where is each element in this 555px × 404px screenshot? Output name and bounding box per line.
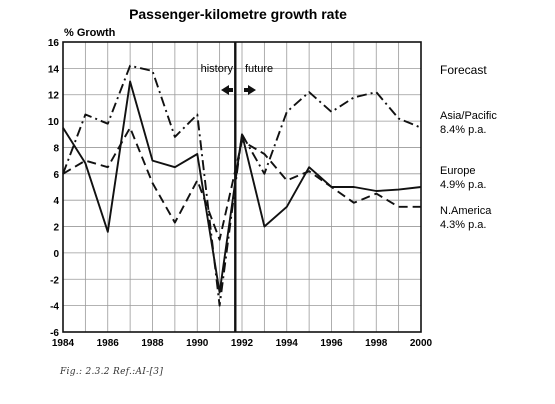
x-tick-label: 1990 — [186, 338, 209, 349]
series-line-europe — [62, 80, 422, 294]
y-tick-label: -6 — [50, 328, 59, 339]
x-tick-label: 1986 — [97, 338, 120, 349]
y-axis-label: % Growth — [64, 27, 116, 39]
y-tick-label: 12 — [48, 91, 60, 102]
y-tick-label: 8 — [53, 143, 59, 154]
series-line-asia-pacific — [62, 64, 422, 307]
left-arrow-icon — [221, 85, 233, 95]
x-tick-label: 1988 — [141, 338, 164, 349]
axis-ticks: -6 -4 -2 0 2 4 6 8 10 12 14 16 1984 1986 1988 1990 1992 1… — [48, 38, 433, 349]
grid — [63, 42, 421, 332]
series-line-n-america — [62, 126, 421, 241]
figure-caption: Fig.: 2.3.2 Ref.:AI-[3] — [60, 367, 164, 377]
history-label: history — [201, 63, 234, 75]
x-tick-label: 1996 — [320, 338, 343, 349]
x-tick-label: 1984 — [52, 338, 75, 349]
y-tick-label: -4 — [50, 302, 59, 313]
legend-europe-name: Europe — [440, 165, 475, 177]
legend-namerica-rate: 4.3% p.a. — [440, 219, 486, 231]
y-tick-label: 14 — [48, 64, 60, 75]
y-tick-label: 16 — [48, 38, 60, 49]
y-tick-label: 10 — [48, 117, 60, 128]
y-tick-label: 4 — [53, 196, 59, 207]
legend-namerica-name: N.America — [440, 205, 492, 217]
y-tick-label: 0 — [53, 249, 59, 260]
y-tick-label: -2 — [50, 275, 59, 286]
chart-title: Passenger-kilometre growth rate — [129, 6, 347, 22]
series-lines — [62, 64, 422, 307]
y-tick-label: 6 — [53, 170, 59, 181]
legend-asia-name: Asia/Pacific — [440, 110, 497, 122]
future-label: future — [245, 63, 273, 75]
legend-asia-rate: 8.4% p.a. — [440, 124, 486, 136]
x-tick-label: 1998 — [365, 338, 388, 349]
x-tick-label: 1994 — [276, 338, 299, 349]
x-tick-label: 2000 — [410, 338, 433, 349]
legend-europe-rate: 4.9% p.a. — [440, 179, 486, 191]
y-tick-label: 2 — [53, 223, 59, 234]
x-tick-label: 1992 — [231, 338, 254, 349]
right-arrow-icon — [244, 85, 256, 95]
forecast-label: Forecast — [440, 63, 487, 77]
